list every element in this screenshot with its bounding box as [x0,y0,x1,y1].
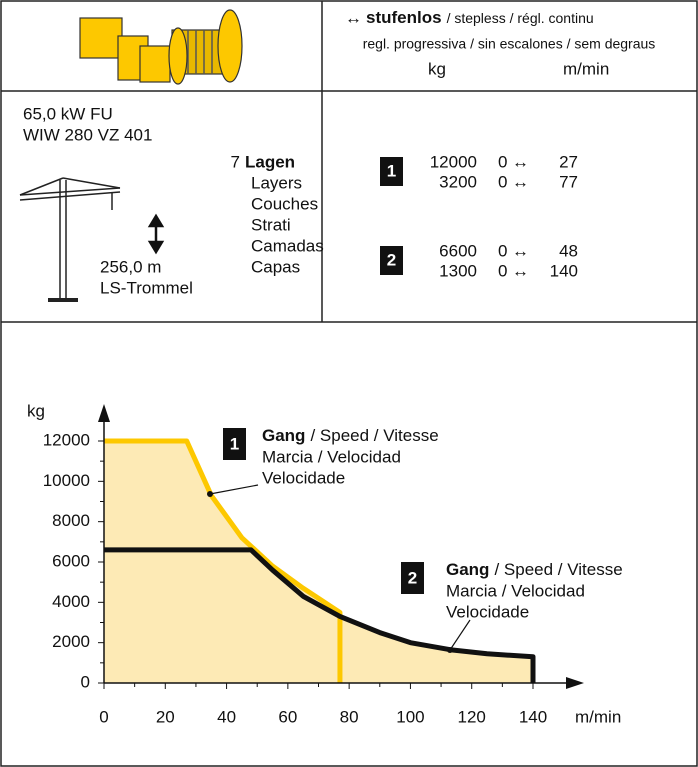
leader-dot [207,491,213,497]
layers-label: Lagen [245,152,295,171]
range-arrow: ↔ [512,152,529,171]
stepless-bold: stufenlos [366,8,442,27]
leader-line [449,619,471,651]
rope-length: 256,0 m [100,257,161,276]
crane-icon [19,177,121,302]
y-tick-label: 0 [81,672,90,691]
layer-label: Couches [251,194,318,213]
x-tick-label: 100 [396,707,424,726]
annotation: Gang / Speed / Vitesse [446,560,623,579]
load: 3200 [439,172,477,191]
gear-badge [380,246,403,275]
load: 6600 [439,241,477,260]
annotation: Gang / Speed / Vitesse [262,426,439,445]
y-tick-label: 6000 [52,551,90,570]
annotation: Velocidade [262,468,345,487]
gear-number: 2 [387,250,396,269]
drum: LS-Trommel [100,278,193,297]
x-tick-label: 0 [99,707,108,726]
x-tick-label: 40 [217,707,236,726]
annotation-bold: Gang [446,560,489,579]
speed-min: 0 [498,172,507,191]
layer-label: Strati [251,215,291,234]
x-tick-label: 60 [278,707,297,726]
layers-list: Layers Couches Strati Camadas Capas [251,173,324,276]
series-name: 1 [230,434,239,453]
range-arrow: ↔ [512,241,529,260]
model: WIW 280 VZ 401 [23,125,152,144]
stepless-label: stufenlos / stepless / régl. continu [366,8,594,27]
layer-label: Layers [251,173,302,192]
y-arrow [98,404,110,422]
x-tick-label: 140 [519,707,547,726]
annotation-rest: / Speed / Vitesse [494,560,622,579]
annotation: Marcia / Velocidad [446,581,585,600]
speed-min: 0 [498,152,507,171]
area [104,549,533,683]
stepless-rest: / stepless / régl. continu [447,10,594,26]
stepless-arrow: ↔ [345,8,362,27]
series-badge [223,428,246,460]
speed-max: 27 [559,152,578,171]
x-tick-label: 120 [458,707,486,726]
power: 65,0 kW FU [23,104,113,123]
x-tick-label: 80 [340,707,359,726]
annotation: Marcia / Velocidad [262,447,401,466]
y-tick-label: 8000 [52,511,90,530]
stepless-other: regl. progressiva / sin escalones / sem … [363,36,656,52]
speed-min: 0 [498,241,507,260]
leader-dot [447,647,453,653]
gear-badge [380,157,403,186]
curve [104,547,536,683]
unit-kg: kg [428,59,446,78]
y-axis-label: kg [27,401,45,420]
winch-icon [79,9,243,85]
x-axis-label: m/min [575,707,621,726]
layer-label: Capas [251,257,300,276]
speed-max: 48 [559,241,578,260]
gear-number: 1 [387,161,396,180]
load: 1300 [439,261,477,280]
range-arrow: ↔ [512,261,529,280]
curve [104,438,343,683]
speed-max: 140 [550,261,578,280]
layer-label: Camadas [251,236,324,255]
unit-speed: m/min [563,59,609,78]
height-arrow [147,213,165,255]
annotation-rest: / Speed / Vitesse [310,426,438,445]
y-tick-label: 2000 [52,632,90,651]
speed-table: 1 12000 0 ↔ 27 3200 0 ↔ 77 2 6600 0 ↔ 48 1300 0 ↔ 140 [380,152,578,280]
y-tick-label: 12000 [43,430,90,449]
series-name: 2 [408,568,417,587]
y-tick-label: 4000 [52,592,90,611]
load: 12000 [430,152,477,171]
chart: 0 2000 4000 6000 8000 10000 12000 0 20 40 60 80 100 1… [27,401,623,726]
annotation-bold: Gang [262,426,305,445]
annotation: Velocidade [446,602,529,621]
y-tick-label: 10000 [43,471,90,490]
speed-min: 0 [498,261,507,280]
range-arrow: ↔ [512,172,529,191]
x-arrow [566,677,584,689]
x-tick-label: 20 [156,707,175,726]
leader-line [209,484,259,495]
layers-count: 7 [231,152,240,171]
series-badge [401,562,424,594]
speed-max: 77 [559,172,578,191]
